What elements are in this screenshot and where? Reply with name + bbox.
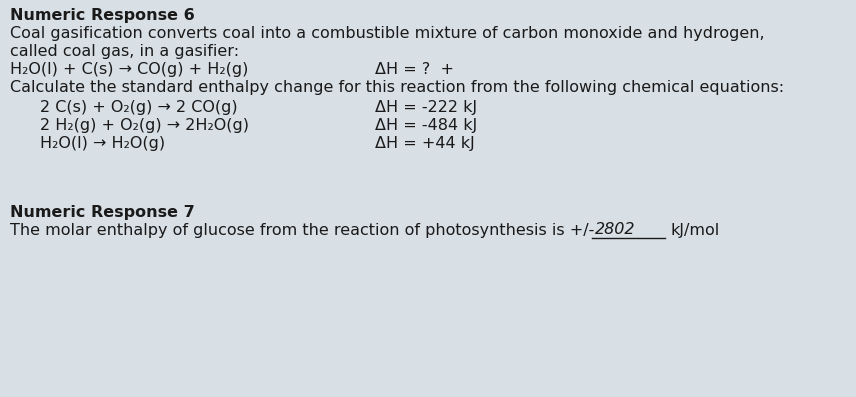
Text: called coal gas, in a gasifier:: called coal gas, in a gasifier:	[10, 44, 239, 59]
Text: kJ/mol: kJ/mol	[670, 223, 719, 238]
Text: ΔH = +44 kJ: ΔH = +44 kJ	[375, 136, 475, 151]
Text: Numeric Response 6: Numeric Response 6	[10, 8, 195, 23]
Text: ΔH = -484 kJ: ΔH = -484 kJ	[375, 118, 478, 133]
Text: ΔH = ?  +: ΔH = ? +	[375, 62, 454, 77]
Text: 2 C(s) + O₂(g) → 2 CO(g): 2 C(s) + O₂(g) → 2 CO(g)	[40, 100, 238, 115]
Text: H₂O(l) → H₂O(g): H₂O(l) → H₂O(g)	[40, 136, 165, 151]
Text: 2 H₂(g) + O₂(g) → 2H₂O(g): 2 H₂(g) + O₂(g) → 2H₂O(g)	[40, 118, 249, 133]
Text: The molar enthalpy of glucose from the reaction of photosynthesis is +/-: The molar enthalpy of glucose from the r…	[10, 223, 599, 238]
Text: Coal gasification converts coal into a combustible mixture of carbon monoxide an: Coal gasification converts coal into a c…	[10, 26, 764, 41]
Text: Calculate the standard enthalpy change for this reaction from the following chem: Calculate the standard enthalpy change f…	[10, 80, 784, 95]
Text: H₂O(l) + C(s) → CO(g) + H₂(g): H₂O(l) + C(s) → CO(g) + H₂(g)	[10, 62, 248, 77]
Text: ΔH = -222 kJ: ΔH = -222 kJ	[375, 100, 477, 115]
Text: 2802: 2802	[595, 222, 635, 237]
Text: Numeric Response 7: Numeric Response 7	[10, 205, 195, 220]
